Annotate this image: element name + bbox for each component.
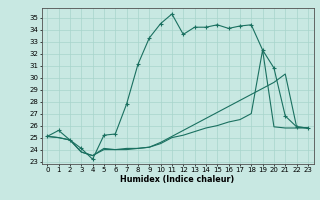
X-axis label: Humidex (Indice chaleur): Humidex (Indice chaleur) <box>120 175 235 184</box>
